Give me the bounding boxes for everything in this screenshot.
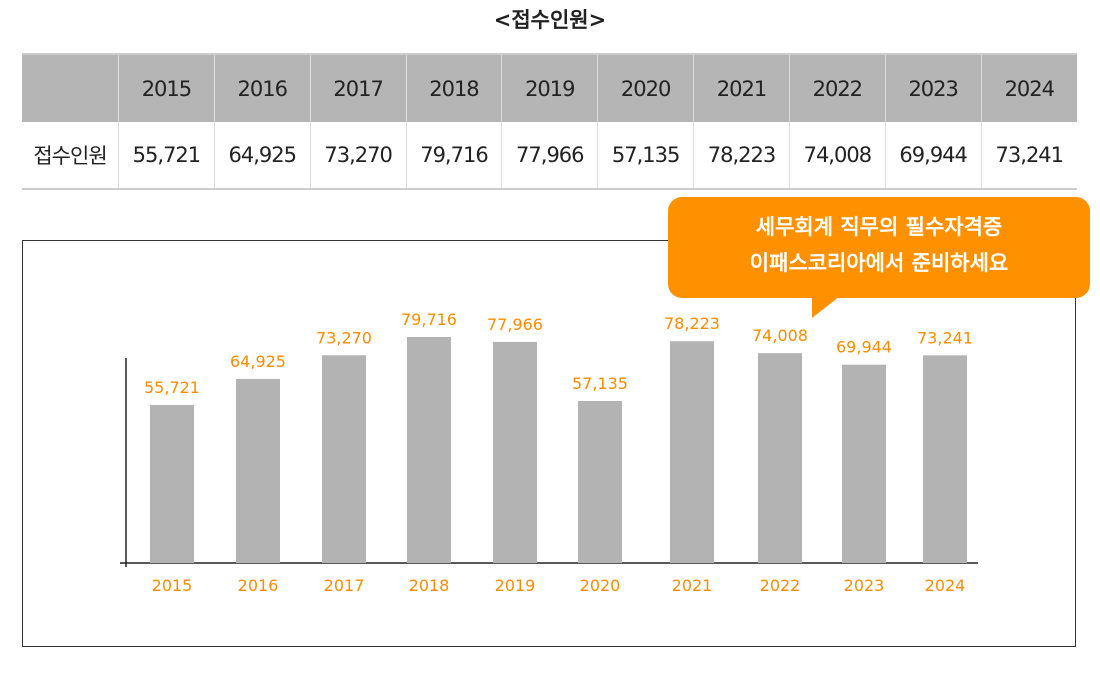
- x-tick-label: 2022: [760, 576, 801, 595]
- page-title: <접수인원>: [493, 8, 607, 32]
- bar-2016: [236, 378, 280, 563]
- data-label: 55,721: [144, 378, 200, 397]
- data-label: 73,270: [316, 328, 372, 347]
- table-cell: 74,008: [788, 122, 886, 190]
- table-row: 접수인원 55,721 64,925 73,270 79,716 77,966 …: [22, 122, 1077, 190]
- header-year: 2023: [884, 53, 982, 122]
- bar-2017: [322, 355, 366, 563]
- x-tick-label: 2017: [324, 576, 365, 595]
- callout-line-1: 세무회계 직무의 필수자격증: [755, 215, 1003, 239]
- data-label: 64,925: [230, 352, 286, 371]
- header-year: 2022: [788, 53, 886, 122]
- table-cell: 78,223: [693, 122, 790, 190]
- table-header-row: 2015 2016 2017 2018 2019 2020 2021 2022 …: [22, 53, 1077, 122]
- bar-2021: [670, 341, 714, 563]
- bar-2018: [407, 336, 451, 563]
- header-year: 2018: [405, 53, 502, 122]
- callout-line-2: 이패스코리아에서 준비하세요: [749, 251, 1009, 275]
- x-tick-label: 2020: [580, 576, 621, 595]
- table-cell: 73,270: [309, 122, 407, 190]
- data-label: 57,135: [572, 374, 628, 393]
- x-tick-label: 2023: [844, 576, 885, 595]
- x-tick-label: 2021: [672, 576, 713, 595]
- data-label: 77,966: [487, 315, 543, 334]
- data-label: 73,241: [917, 328, 973, 347]
- x-tick-label: 2019: [495, 576, 536, 595]
- header-year: 2024: [980, 53, 1077, 122]
- applicants-table: 2015 2016 2017 2018 2019 2020 2021 2022 …: [22, 53, 1077, 190]
- bar-2024: [923, 355, 967, 563]
- promo-callout: 세무회계 직무의 필수자격증 이패스코리아에서 준비하세요: [668, 197, 1090, 298]
- bar-2023: [842, 364, 886, 563]
- header-year: 2021: [693, 53, 790, 122]
- bar-2015: [150, 405, 194, 563]
- table-cell: 64,925: [213, 122, 311, 190]
- header-year: 2015: [118, 53, 215, 122]
- table-cell: 73,241: [980, 122, 1077, 190]
- chart-frame: [22, 240, 1076, 647]
- header-year: 2019: [501, 53, 598, 122]
- data-label: 79,716: [401, 310, 457, 329]
- bar-2020: [578, 401, 622, 563]
- row-label: 접수인원: [22, 122, 119, 190]
- bar-2019: [493, 341, 537, 563]
- table-cell: 57,135: [597, 122, 694, 190]
- table-cell: 77,966: [501, 122, 598, 190]
- table-cell: 55,721: [118, 122, 215, 190]
- data-label: 78,223: [664, 314, 720, 333]
- table-cell: 79,716: [405, 122, 502, 190]
- x-tick-label: 2015: [152, 576, 193, 595]
- x-tick-label: 2016: [238, 576, 279, 595]
- x-tick-label: 2018: [409, 576, 450, 595]
- data-label: 69,944: [836, 338, 892, 357]
- data-label: 74,008: [752, 326, 808, 345]
- header-year: 2017: [309, 53, 407, 122]
- header-empty: [22, 53, 119, 122]
- callout-tail: [812, 296, 840, 318]
- table-cell: 69,944: [884, 122, 982, 190]
- header-year: 2016: [213, 53, 311, 122]
- header-year: 2020: [597, 53, 694, 122]
- x-tick-label: 2024: [925, 576, 966, 595]
- bar-2022: [758, 353, 802, 563]
